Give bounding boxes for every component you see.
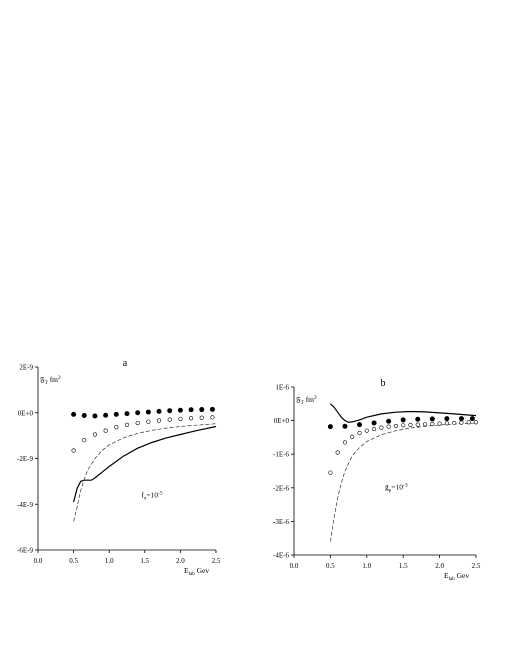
data-point-open <box>342 440 348 445</box>
data-point-filled <box>145 409 151 415</box>
y-tick-label: -4E-6 <box>273 552 289 560</box>
series-line-solid <box>329 403 477 423</box>
data-point-open <box>459 420 464 425</box>
data-point-open <box>92 432 98 437</box>
data-point-filled <box>209 406 215 412</box>
y-tick-label: 2E-9 <box>19 364 33 372</box>
data-point-open <box>124 422 130 427</box>
data-point-open <box>103 428 108 433</box>
data-point-open <box>364 428 369 433</box>
data-point-open <box>210 415 215 420</box>
panel-label: a <box>123 358 128 369</box>
data-point-filled <box>400 417 406 423</box>
data-point-open <box>71 448 76 453</box>
y-axis-title: 𝔉T fm2 <box>296 395 317 406</box>
data-point-filled <box>371 420 377 426</box>
x-tick-label: 0.5 <box>69 557 78 565</box>
y-tick-label: -4E-9 <box>17 501 33 509</box>
data-point-filled <box>71 411 77 417</box>
x-tick-label: 1.5 <box>399 562 408 570</box>
data-point-filled <box>113 411 119 417</box>
data-point-open <box>422 422 428 427</box>
data-point-open <box>199 415 204 420</box>
data-point-open <box>430 421 435 427</box>
y-tick-label: -1E-6 <box>273 451 289 459</box>
data-point-filled <box>199 407 205 413</box>
data-point-open <box>393 423 399 429</box>
x-tick-label: 0.5 <box>326 562 335 570</box>
chart-panel-a: 2E-9 0E+0 -2E-9 -4E-9 -6E-90.0 0.5 1.0 1.5 2.0 2.… <box>17 358 221 577</box>
data-point-filled <box>177 407 183 413</box>
data-point-filled <box>156 408 162 414</box>
y-tick-label: 0E+0 <box>274 417 290 425</box>
series-line-dashed <box>330 422 477 542</box>
data-point-filled <box>386 418 392 424</box>
x-tick-label: 0.0 <box>34 557 43 565</box>
y-tick-label: -6E-9 <box>17 547 33 555</box>
x-tick-label: 1.5 <box>140 557 149 565</box>
x-tick-label: 2.0 <box>435 562 444 570</box>
data-point-open <box>386 424 391 429</box>
data-point-open <box>146 419 151 424</box>
data-point-filled <box>135 410 141 416</box>
y-tick-label: 0E+0 <box>18 409 34 417</box>
data-point-filled <box>469 416 475 422</box>
data-point-open <box>408 422 413 428</box>
data-point-open <box>379 425 384 430</box>
data-point-open <box>444 421 449 426</box>
data-point-filled <box>429 416 435 422</box>
data-point-filled <box>444 416 450 422</box>
x-tick-label: 2.5 <box>212 557 221 565</box>
data-point-filled <box>92 413 98 419</box>
data-point-open <box>473 420 479 425</box>
y-tick-label: -2E-6 <box>273 484 289 492</box>
chart-panel-b: 1E-6 0E+0 -1E-6 -2E-6 -3E-6 -4E-60.0 0.5 1.0 1.5… <box>273 378 481 582</box>
x-axis-title: Elab Gev <box>444 571 469 582</box>
data-point-filled <box>103 412 109 418</box>
data-point-filled <box>167 408 173 414</box>
y-tick-label: -2E-9 <box>17 455 33 463</box>
x-tick-label: 1.0 <box>105 557 114 565</box>
y-axis-title: 𝔉T fm2 <box>40 375 61 386</box>
data-point-open <box>466 420 471 425</box>
x-tick-label: 1.0 <box>362 562 371 570</box>
data-point-filled <box>124 411 130 417</box>
data-point-open <box>114 425 119 430</box>
data-point-filled <box>357 422 363 428</box>
data-point-open <box>401 423 406 428</box>
data-point-filled <box>415 416 421 422</box>
data-point-open <box>437 421 442 426</box>
data-point-open <box>371 426 377 432</box>
data-point-open <box>178 416 183 422</box>
data-point-filled <box>342 423 348 429</box>
x-tick-label: 0.0 <box>290 562 299 570</box>
data-point-open <box>135 420 140 426</box>
data-point-open <box>357 430 362 436</box>
data-point-open <box>156 418 162 423</box>
data-point-open <box>328 470 333 475</box>
y-tick-label: -3E-6 <box>273 518 289 526</box>
data-point-open <box>82 438 87 443</box>
parameter-annotation: fπ=10-5 <box>141 490 163 501</box>
series-line-dashed <box>73 423 217 522</box>
x-axis-title: Elab Gev <box>184 566 209 577</box>
parameter-annotation: ḡρ=10-3 <box>385 482 408 493</box>
data-point-open <box>167 417 172 422</box>
data-point-filled <box>188 407 194 413</box>
data-point-open <box>415 422 420 427</box>
data-point-filled <box>327 424 333 430</box>
data-point-filled <box>81 412 87 418</box>
data-point-open <box>188 416 194 421</box>
panel-label: b <box>381 378 386 389</box>
y-tick-label: 1E-6 <box>275 384 289 392</box>
data-point-open <box>452 420 457 426</box>
series-line-solid <box>73 425 217 503</box>
data-point-open <box>335 450 340 455</box>
data-point-open <box>350 434 355 439</box>
data-point-filled <box>458 416 464 422</box>
x-tick-label: 2.5 <box>472 562 481 570</box>
x-tick-label: 2.0 <box>176 557 185 565</box>
